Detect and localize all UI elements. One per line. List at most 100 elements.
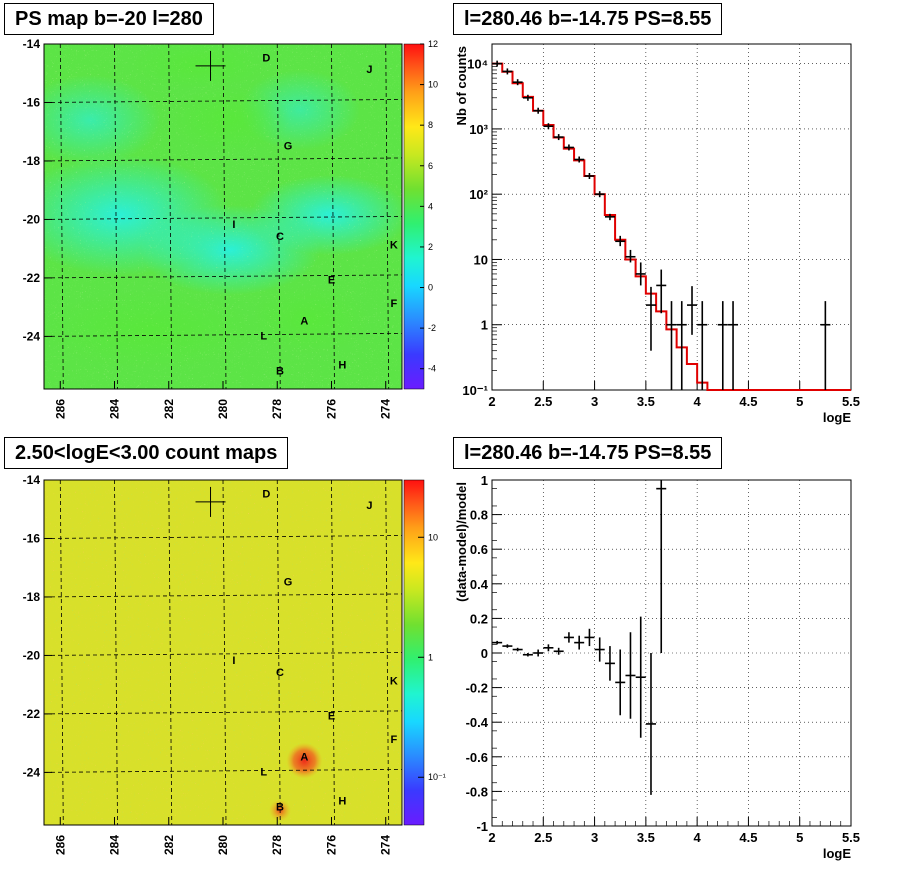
source-label-f: F: [390, 734, 397, 746]
x-tick-label: 282: [162, 835, 176, 855]
source-label-c: C: [276, 231, 284, 243]
map-gridline-l: [331, 480, 335, 825]
data-point: [615, 235, 626, 247]
data-point: [625, 249, 636, 263]
source-label-b: B: [276, 365, 284, 377]
residual-point: [522, 653, 533, 657]
x-tick-label: 5: [796, 394, 803, 409]
x-tick-label: 278: [270, 835, 284, 855]
palette-label: -2: [428, 323, 436, 333]
map-gridline-l: [385, 480, 390, 825]
source-label-i: I: [232, 219, 235, 231]
map-gridline-l: [222, 44, 227, 389]
data-point: [584, 172, 595, 179]
data-point: [687, 286, 698, 335]
source-label-j: J: [366, 500, 372, 512]
x-tick-label: 280: [216, 399, 230, 419]
residual-point: [553, 647, 564, 655]
data-point: [533, 107, 544, 114]
data-point: [820, 301, 831, 390]
x-tick-label: 278: [270, 399, 284, 419]
x-axis-label: logE: [823, 846, 851, 861]
x-tick-label: 276: [324, 399, 338, 419]
x-tick-label: 286: [53, 835, 67, 855]
y-tick-label: -14: [23, 37, 41, 51]
data-point: [512, 79, 523, 86]
x-tick-label: 286: [53, 399, 67, 419]
map-gridline-b: [44, 99, 402, 103]
x-tick-label: 4: [694, 830, 702, 845]
palette-label: 10: [428, 532, 438, 542]
y-tick-label: -18: [23, 154, 41, 168]
y-tick-label: 0: [481, 646, 488, 661]
data-point: [697, 301, 708, 390]
map-grid-lines: [44, 44, 402, 389]
palette-label: 2: [428, 242, 433, 252]
model-histogram: [492, 62, 851, 391]
ps-palette: [403, 43, 425, 390]
map-gridline-b: [44, 652, 402, 656]
x-tick-label: 4.5: [739, 394, 757, 409]
data-point: [728, 301, 739, 390]
ps-palette-axis: 12 10 8 6 4 2 0 -2 -4: [420, 39, 438, 374]
source-labels: D J G I C K E F A L H B: [232, 489, 398, 814]
residual-point: [584, 628, 595, 647]
y-tick-label: -0.2: [466, 681, 488, 696]
y-axis-label: Nb of counts: [454, 46, 469, 125]
y-tick-label: -14: [23, 473, 41, 487]
y-tick-label: 0.2: [470, 611, 488, 626]
y-tick-label: -22: [23, 271, 41, 285]
map-axes: 286 284 282 280 278 276 274 -14 -16 -18 -20 -22 -24: [23, 37, 393, 419]
residual-point: [502, 644, 513, 648]
y-tick-label: 10: [474, 252, 488, 267]
data-point: [553, 134, 564, 141]
source-label-e: E: [328, 275, 335, 287]
x-tick-label: 2.5: [534, 394, 552, 409]
source-label-c: C: [276, 667, 284, 679]
ps-position-cross: [195, 486, 226, 517]
y-tick-label: -24: [23, 765, 41, 779]
y-tick-label: -18: [23, 590, 41, 604]
source-label-h: H: [338, 796, 346, 808]
source-label-g: G: [284, 140, 293, 152]
source-labels: D J G I C K E F A L H B: [232, 53, 398, 378]
residuals-title: l=280.46 b=-14.75 PS=8.55: [453, 437, 723, 469]
map-gridline-l: [385, 44, 390, 389]
source-label-d: D: [262, 53, 270, 65]
residual-point: [604, 646, 615, 681]
palette-label: 10⁻¹: [428, 772, 446, 782]
source-label-l: L: [260, 330, 267, 342]
palette-label: 10: [428, 80, 438, 90]
x-tick-label: 3.5: [637, 830, 655, 845]
y-tick-label: -0.4: [466, 715, 489, 730]
map-gridline-l: [168, 44, 173, 389]
residual-point: [533, 649, 544, 657]
map-gridline-l: [59, 44, 64, 389]
y-tick-label: 10³: [469, 122, 488, 137]
x-tick-label: 5.5: [842, 830, 860, 845]
map-gridline-b: [44, 593, 402, 598]
y-tick-label: 10⁴: [467, 57, 488, 72]
y-tick-label: -16: [23, 531, 41, 545]
map-gridline-b: [44, 157, 402, 162]
source-label-h: H: [338, 360, 346, 372]
y-tick-label: -0.6: [466, 750, 488, 765]
palette-label: 0: [428, 283, 433, 293]
x-tick-label: 4: [694, 394, 702, 409]
map-gridline-l: [168, 480, 173, 825]
count-map-panel: D J G I C K E F A L H B 286 284 282 280 278 276 274 -14 -16…: [23, 473, 446, 855]
data-point: [563, 144, 574, 151]
palette-label: 6: [428, 161, 433, 171]
x-tick-label: 3.5: [637, 394, 655, 409]
residual-point: [512, 647, 523, 652]
data-point: [492, 60, 503, 67]
source-label-i: I: [232, 655, 235, 667]
x-tick-label: 274: [379, 835, 393, 855]
map-gridline-b: [44, 274, 402, 279]
residual-point: [645, 653, 656, 795]
x-tick-label: 282: [162, 399, 176, 419]
map-gridline-l: [331, 44, 335, 389]
y-tick-label: 0.6: [470, 542, 488, 557]
data-point: [604, 213, 615, 221]
